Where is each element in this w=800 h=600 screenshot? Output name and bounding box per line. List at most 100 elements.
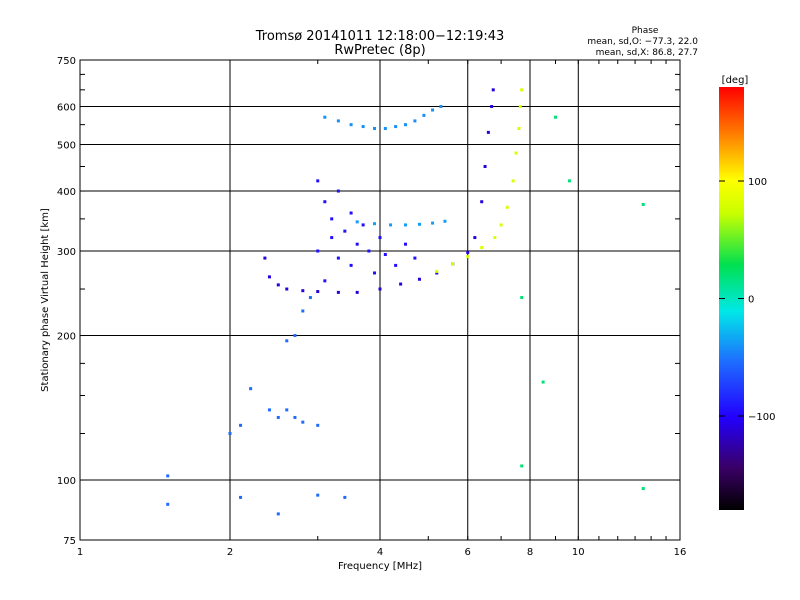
data-point bbox=[399, 282, 403, 286]
data-point bbox=[323, 279, 327, 283]
y-tick-label: 750 bbox=[57, 56, 76, 67]
data-point bbox=[276, 512, 280, 516]
data-point bbox=[511, 179, 515, 183]
chart-subtitle: RwPretec (8p) bbox=[334, 43, 425, 58]
data-point bbox=[336, 119, 340, 123]
colorbar-ticks: 100 0 −100 bbox=[719, 177, 775, 423]
data-point bbox=[373, 126, 377, 130]
data-point bbox=[491, 88, 495, 92]
data-point bbox=[301, 420, 305, 424]
data-point bbox=[451, 262, 455, 266]
data-point bbox=[403, 123, 407, 127]
data-point bbox=[308, 296, 312, 300]
data-point bbox=[483, 164, 487, 168]
data-point bbox=[466, 255, 470, 259]
data-point bbox=[520, 88, 524, 92]
data-point bbox=[301, 309, 305, 313]
data-point bbox=[316, 423, 320, 427]
data-point bbox=[389, 223, 393, 227]
data-point bbox=[323, 115, 327, 119]
colorbar-tick-label: 100 bbox=[748, 177, 767, 188]
data-point bbox=[361, 223, 365, 227]
data-point bbox=[267, 275, 271, 279]
y-tick-label: 500 bbox=[57, 141, 76, 152]
phase-heading: Phase bbox=[632, 26, 659, 36]
y-axis-label: Stationary phase Virtual Height [km] bbox=[40, 208, 51, 392]
chart-title: Tromsø 20141011 12:18:00−12:19:43 bbox=[255, 29, 505, 44]
data-point bbox=[394, 263, 398, 267]
data-point bbox=[403, 242, 407, 246]
y-tick-label: 400 bbox=[57, 187, 76, 198]
data-point bbox=[439, 105, 443, 109]
data-point bbox=[166, 474, 170, 478]
data-point bbox=[431, 221, 435, 225]
data-point bbox=[267, 408, 271, 412]
y-tick-label: 600 bbox=[57, 103, 76, 114]
data-point bbox=[276, 415, 280, 419]
data-point bbox=[413, 256, 417, 260]
data-point bbox=[336, 256, 340, 260]
x-tick-label: 4 bbox=[377, 547, 383, 558]
data-point bbox=[293, 415, 297, 419]
data-point bbox=[499, 223, 503, 227]
data-point bbox=[435, 269, 439, 273]
data-point bbox=[330, 236, 334, 240]
data-point bbox=[316, 179, 320, 183]
data-point bbox=[166, 502, 170, 506]
data-point bbox=[263, 256, 267, 260]
data-point bbox=[336, 189, 340, 193]
data-point bbox=[373, 222, 377, 226]
data-point bbox=[349, 211, 353, 215]
data-point bbox=[480, 246, 484, 250]
phase-stats-x: mean, sd,X: 86.8, 27.7 bbox=[596, 48, 698, 58]
plot-area: 1 2 4 6 8 10 16 75 100 200 300 400 500 600 750 bbox=[57, 56, 686, 558]
colorbar-label: [deg] bbox=[722, 75, 749, 86]
data-point bbox=[285, 408, 289, 412]
data-point bbox=[316, 493, 320, 497]
x-tick-label: 10 bbox=[572, 547, 585, 558]
data-point bbox=[431, 108, 435, 112]
y-tick-label: 300 bbox=[57, 247, 76, 258]
x-tick-label: 1 bbox=[77, 547, 83, 558]
data-point bbox=[520, 296, 524, 300]
data-point bbox=[517, 126, 521, 130]
x-axis-label: Frequency [MHz] bbox=[338, 561, 422, 572]
data-point bbox=[239, 423, 243, 427]
data-point bbox=[343, 495, 347, 499]
data-point bbox=[349, 263, 353, 267]
data-point bbox=[316, 249, 320, 253]
data-point bbox=[422, 113, 426, 117]
data-point bbox=[466, 250, 470, 254]
x-tick-label: 2 bbox=[227, 547, 233, 558]
data-point bbox=[378, 236, 382, 240]
data-point bbox=[316, 290, 320, 294]
x-tick-label: 8 bbox=[527, 547, 533, 558]
data-point bbox=[383, 126, 387, 130]
data-point bbox=[373, 271, 377, 275]
data-point bbox=[553, 115, 557, 119]
y-tick-label: 75 bbox=[63, 536, 76, 547]
data-point bbox=[367, 249, 371, 253]
data-point bbox=[520, 464, 524, 468]
data-point bbox=[541, 380, 545, 384]
data-point bbox=[249, 387, 253, 391]
data-point bbox=[228, 432, 232, 436]
data-point bbox=[473, 236, 477, 240]
data-point bbox=[301, 289, 305, 293]
data-point bbox=[383, 253, 387, 257]
data-point bbox=[480, 200, 484, 204]
data-point bbox=[641, 202, 645, 206]
data-point bbox=[417, 222, 421, 226]
phase-stats-o: mean, sd,O: −77.3, 22.0 bbox=[587, 37, 698, 47]
x-tick-label: 6 bbox=[465, 547, 471, 558]
x-tick-label: 16 bbox=[674, 547, 687, 558]
data-point bbox=[403, 223, 407, 227]
data-point bbox=[355, 290, 359, 294]
plot-frame bbox=[79, 59, 681, 541]
data-point bbox=[505, 205, 509, 209]
data-point bbox=[330, 217, 334, 221]
data-point bbox=[343, 229, 347, 233]
data-point bbox=[239, 495, 243, 499]
data-point bbox=[417, 277, 421, 281]
